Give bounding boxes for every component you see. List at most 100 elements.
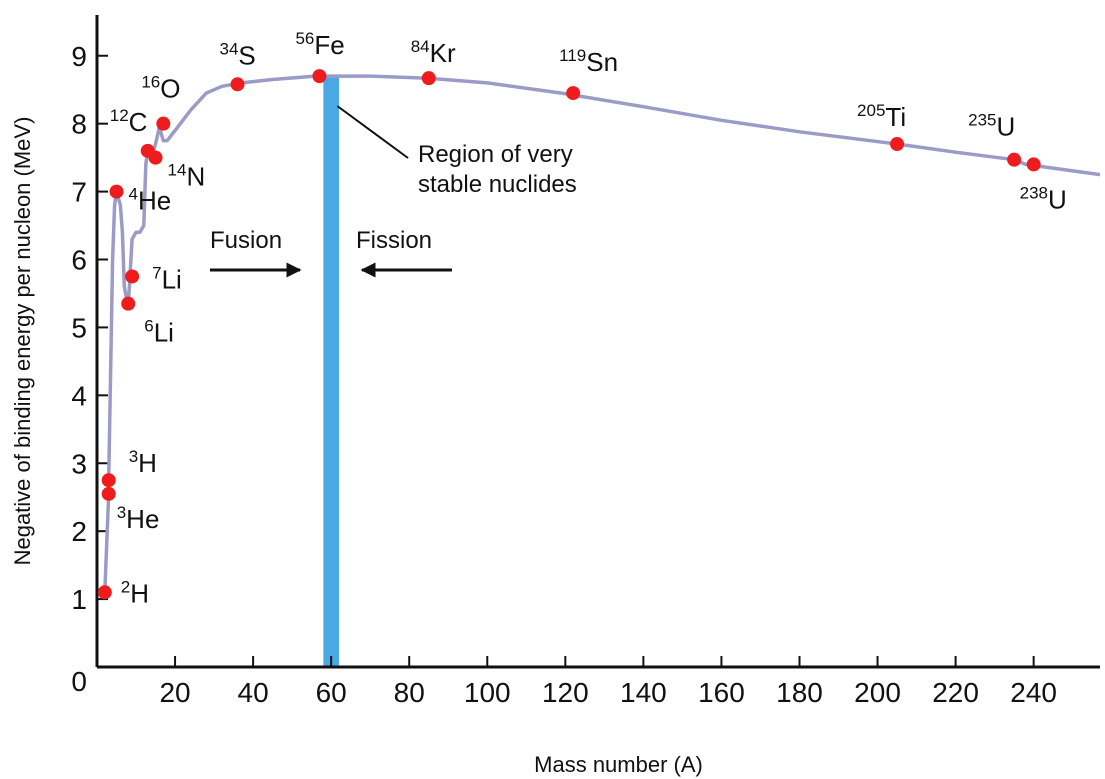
x-tick-label: 120 xyxy=(542,677,589,708)
nuclide-point-he-3 xyxy=(101,486,116,501)
mass-number-superscript: 119 xyxy=(559,46,586,65)
mass-number-superscript: 56 xyxy=(295,29,314,48)
element-symbol: Ti xyxy=(885,102,906,132)
mass-number-superscript: 3 xyxy=(117,503,126,522)
x-tick-label: 100 xyxy=(464,677,511,708)
fission-annotation: Fission xyxy=(356,227,452,278)
nuclide-label-he-4: 4He xyxy=(129,185,172,216)
nuclide-label-h-2: 2H xyxy=(121,577,149,608)
element-symbol: S xyxy=(238,40,255,70)
stable-region-text-line1: Region of very xyxy=(418,141,573,168)
x-tick-label: 160 xyxy=(698,677,745,708)
stable-region-band-layer xyxy=(323,75,339,667)
fission-label: Fission xyxy=(356,227,432,254)
fusion-label: Fusion xyxy=(210,227,282,254)
y-tick-label: 5 xyxy=(71,312,87,343)
nuclide-point-s-34 xyxy=(230,77,245,92)
nuclide-points xyxy=(97,69,1041,600)
mass-number-superscript: 235 xyxy=(968,111,996,130)
element-symbol: He xyxy=(126,504,159,534)
y-tick-label: 1 xyxy=(71,584,87,615)
x-tick-label: 180 xyxy=(776,677,823,708)
nuclide-label-c-12: 12C xyxy=(110,106,148,137)
element-symbol: N xyxy=(186,162,205,192)
mass-number-superscript: 2 xyxy=(121,577,130,596)
nuclide-label-n-14: 14N xyxy=(168,161,206,192)
nuclide-label-u-235: 235U xyxy=(968,111,1015,142)
nuclide-label-kr-84: 84Kr xyxy=(411,37,456,68)
nuclide-label-li-7: 7Li xyxy=(152,263,182,294)
y-tick-label: 3 xyxy=(71,448,87,479)
element-symbol: U xyxy=(1048,184,1067,214)
nuclide-point-li-6 xyxy=(121,296,136,311)
nuclide-point-o-16 xyxy=(156,116,171,131)
x-tick-label: 240 xyxy=(1010,677,1057,708)
mass-number-superscript: 34 xyxy=(219,39,238,58)
y-tick-label: 6 xyxy=(71,245,87,276)
y-axis-label: Negative of binding energy per nucleon (… xyxy=(10,117,35,566)
nuclide-point-sn-119 xyxy=(566,86,581,101)
nuclide-point-li-7 xyxy=(125,269,140,284)
nuclide-point-u-238 xyxy=(1026,157,1041,172)
y-tick-label: 0 xyxy=(71,666,87,697)
element-symbol: He xyxy=(138,186,171,216)
element-symbol: O xyxy=(160,74,180,104)
mass-number-superscript: 84 xyxy=(411,37,430,56)
element-symbol: C xyxy=(129,107,148,137)
binding-energy-curve xyxy=(103,74,1101,593)
y-tick-label: 4 xyxy=(71,380,87,411)
nuclide-label-u-238: 238U xyxy=(1020,183,1067,214)
fusion-annotation: Fusion xyxy=(210,227,302,278)
nuclide-point-kr-84 xyxy=(421,71,436,86)
binding-energy-curve-layer xyxy=(103,74,1101,593)
stable-region-text-line2: stable nuclides xyxy=(418,171,577,198)
nuclide-point-he-4 xyxy=(109,184,124,199)
nuclide-label-li-6: 6Li xyxy=(144,317,174,348)
y-tick-label: 2 xyxy=(71,516,87,547)
x-tick-label: 40 xyxy=(238,677,269,708)
mass-number-superscript: 4 xyxy=(129,185,138,204)
x-tick-label: 80 xyxy=(394,677,425,708)
nuclide-label-he-3: 3He xyxy=(117,503,160,534)
x-tick-label: 200 xyxy=(854,677,901,708)
nuclide-label-ti-205: 205Ti xyxy=(857,101,906,132)
mass-number-superscript: 205 xyxy=(857,101,885,120)
y-tick-label: 9 xyxy=(71,41,87,72)
stable-region-band xyxy=(323,75,339,667)
x-tick-label: 60 xyxy=(316,677,347,708)
nuclide-label-h-3: 3H xyxy=(129,447,157,478)
nuclide-label-s-34: 34S xyxy=(219,39,255,70)
x-axis-label: Mass number (A) xyxy=(534,752,703,777)
element-symbol: Li xyxy=(162,264,182,294)
x-tick-label: 140 xyxy=(620,677,667,708)
element-symbol: Li xyxy=(154,318,174,348)
stable-region-annotation: Region of very stable nuclides xyxy=(336,105,577,198)
element-symbol: Fe xyxy=(314,30,344,60)
mass-number-superscript: 7 xyxy=(152,263,161,282)
mass-number-superscript: 14 xyxy=(168,161,187,180)
nuclide-point-h-3 xyxy=(101,473,116,488)
mass-number-superscript: 238 xyxy=(1020,183,1048,202)
x-tick-label: 220 xyxy=(932,677,979,708)
y-tick-label: 7 xyxy=(71,177,87,208)
x-tick-label: 20 xyxy=(159,677,190,708)
nuclide-point-fe-56 xyxy=(312,69,327,84)
element-symbol: U xyxy=(997,112,1016,142)
nuclide-point-u-235 xyxy=(1007,152,1022,167)
ticks: 20 40 60 80 100 120 140 160 180 200 220 24001234567… xyxy=(71,41,1057,708)
element-symbol: Kr xyxy=(430,38,456,68)
element-symbol: H xyxy=(138,448,157,478)
nuclide-point-n-14 xyxy=(148,150,163,165)
nuclide-label-o-16: 16O xyxy=(141,73,180,104)
y-tick-label: 8 xyxy=(71,109,87,140)
mass-number-superscript: 3 xyxy=(129,447,138,466)
nuclide-point-h-2 xyxy=(97,585,112,600)
axes xyxy=(95,15,1100,669)
nuclide-point-ti-205 xyxy=(890,137,905,152)
nuclide-label-fe-56: 56Fe xyxy=(295,29,344,60)
mass-number-superscript: 16 xyxy=(141,73,160,92)
element-symbol: H xyxy=(130,578,149,608)
mass-number-superscript: 12 xyxy=(110,106,129,125)
